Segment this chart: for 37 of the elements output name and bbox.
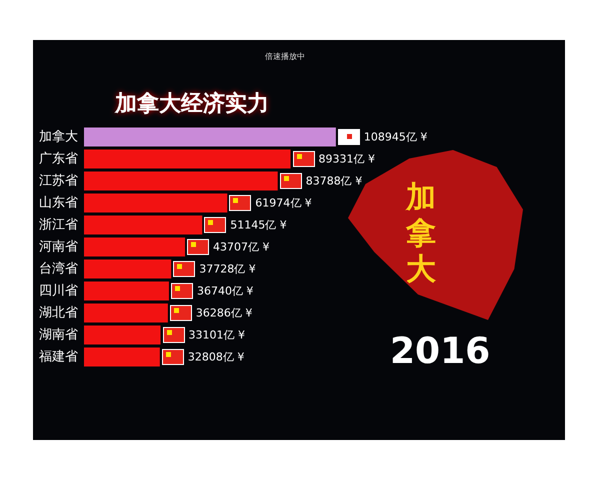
data-label: 36740亿 ¥ <box>196 284 254 298</box>
data-label: 61974亿 ¥ <box>255 196 312 210</box>
data-label: 33101亿 ¥ <box>188 328 246 342</box>
data-label: 83788亿 ¥ <box>306 174 362 188</box>
y-tick-label: 湖北省 <box>39 306 78 320</box>
text: 倍速播放中 <box>265 52 305 62</box>
y-tick-label: 四川省 <box>39 284 78 298</box>
y-tick-label: 江苏省 <box>39 174 78 188</box>
y-tick-label: 福建省 <box>39 350 78 364</box>
bar <box>84 216 202 234</box>
bar <box>84 238 186 256</box>
y-tick-label: 浙江省 <box>39 218 78 232</box>
y-tick-label: 台湾省 <box>39 260 78 276</box>
bar <box>84 128 336 146</box>
bar <box>84 194 228 212</box>
data-label: 51145亿 ¥ <box>230 218 287 232</box>
y-tick-label: 山东省 <box>39 196 78 210</box>
bar <box>84 326 161 344</box>
bar <box>84 282 169 300</box>
y-tick-label: 湖南省 <box>39 328 78 342</box>
text: 加拿大 <box>405 180 437 288</box>
data-label: 37728亿 ¥ <box>199 262 256 276</box>
chart-title: 加拿大经济实力 <box>114 90 269 116</box>
bar <box>84 260 172 278</box>
y-tick-label: 加拿大 <box>39 130 78 144</box>
data-label: 43707亿 ¥ <box>213 240 270 254</box>
data-label: 36286亿 ¥ <box>196 306 252 320</box>
text: 2016 <box>390 330 490 374</box>
bar <box>84 304 168 322</box>
data-label: 32808亿 ¥ <box>188 350 244 364</box>
bar <box>84 150 291 168</box>
data-label: 108945亿 ¥ <box>364 130 428 144</box>
bar <box>84 172 278 190</box>
bar <box>84 348 160 366</box>
y-tick-label: 河南省 <box>39 240 78 254</box>
data-label: 89331亿 ¥ <box>318 152 376 166</box>
y-tick-label: 广东省 <box>39 152 78 166</box>
